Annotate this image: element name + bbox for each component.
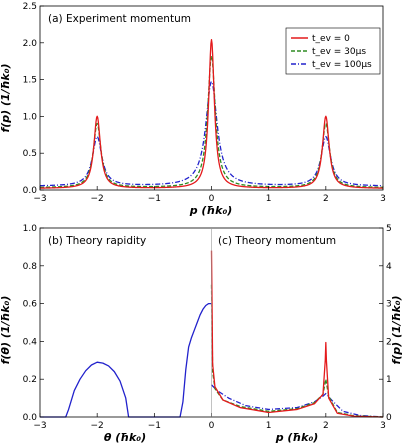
x-tick-label: −2	[91, 421, 104, 431]
y-tick-label: 3	[386, 300, 392, 310]
y-tick-label: 0.5	[23, 149, 37, 159]
panel-a-legend: t_ev = 0 t_ev = 30μs t_ev = 100μs	[285, 27, 381, 75]
x-tick-label: −1	[148, 421, 161, 431]
x-tick-label: −3	[33, 421, 46, 431]
y-tick-label: 1	[386, 375, 392, 385]
series-line-t-ev-100-s	[39, 80, 384, 187]
y-tick-label: 1.0	[23, 224, 38, 234]
panel-a-curves	[39, 39, 384, 189]
panel-a-ticks: −3 −2 −1 0 1 2 3 0.0 0.5 1.0 1.5 2.0 2.5	[23, 2, 386, 204]
y-tick-label: 0.4	[23, 337, 38, 347]
y-tick-label: 0.6	[23, 300, 38, 310]
legend-box	[285, 27, 381, 75]
series-line-t-ev-30-s	[39, 55, 384, 188]
series-line-rapidity	[40, 302, 212, 418]
panel-c-title: (c) Theory momentum	[218, 235, 336, 247]
x-tick-label: −2	[91, 194, 104, 204]
panel-a-xlabel: p (ħk₀)	[189, 204, 233, 217]
y-tick-label: 0	[386, 413, 392, 423]
panel-b-curves	[40, 302, 212, 418]
x-tick-label: 2	[323, 194, 329, 204]
x-tick-label: −1	[148, 194, 161, 204]
x-tick-label: 1	[266, 421, 272, 431]
x-tick-label: 0	[209, 421, 215, 431]
legend-label-tev-0: t_ev = 0	[312, 34, 350, 44]
x-tick-label: 0	[209, 194, 215, 204]
y-tick-label: 1.0	[23, 112, 38, 122]
panel-b-ticks: −3 −2 −1 0 0.0 0.2 0.4 0.6 0.8 1.0	[23, 224, 215, 431]
x-tick-label: 1	[266, 194, 272, 204]
y-tick-label: 5	[386, 224, 392, 234]
legend-label-tev-100us: t_ev = 100μs	[312, 60, 372, 70]
panel-a-experiment-momentum: −3 −2 −1 0 1 2 3 0.0 0.5 1.0 1.5 2.0 2.5 (a) Experim…	[0, 2, 386, 217]
legend-label-tev-30us: t_ev = 30μs	[312, 47, 366, 57]
y-tick-label: 1.5	[23, 76, 37, 86]
y-tick-label: 0.8	[23, 262, 38, 272]
y-tick-label: 4	[386, 262, 392, 272]
x-tick-label: 3	[380, 421, 386, 431]
panel-a-ylabel: f(p) (1/ħk₀)	[0, 63, 12, 132]
series-line-t-ev-100-s	[211, 384, 384, 418]
y-tick-label: 0.0	[23, 186, 38, 196]
panel-c-xlabel: p (ħk₀)	[275, 431, 319, 444]
panel-a-frame	[39, 5, 384, 191]
series-line-t-ev-30-s	[210, 284, 384, 418]
y-tick-label: 2.0	[23, 39, 38, 49]
y-tick-label: 0.0	[23, 413, 38, 423]
panel-c-ylabel: f(p) (1/ħk₀)	[390, 295, 403, 364]
series-line-t-ev-0	[39, 39, 384, 189]
panel-b-ylabel: f(θ) (1/ħk₀)	[0, 296, 12, 365]
panel-c-curves	[210, 250, 384, 418]
y-tick-label: 2.5	[23, 2, 37, 12]
x-tick-label: 3	[380, 194, 386, 204]
panel-a-title: (a) Experiment momentum	[48, 13, 191, 25]
x-tick-label: 2	[323, 421, 329, 431]
series-line-t-ev-0	[210, 250, 384, 418]
panel-b-title: (b) Theory rapidity	[48, 235, 146, 247]
y-tick-label: 2	[386, 337, 392, 347]
panel-b-xlabel: θ (ħk₀)	[104, 431, 146, 444]
panel-b-theory-rapidity: −3 −2 −1 0 0.0 0.2 0.4 0.6 0.8 1.0 (b) Theory rap…	[0, 224, 215, 444]
x-tick-label: −3	[33, 194, 46, 204]
y-tick-label: 0.2	[23, 375, 37, 385]
